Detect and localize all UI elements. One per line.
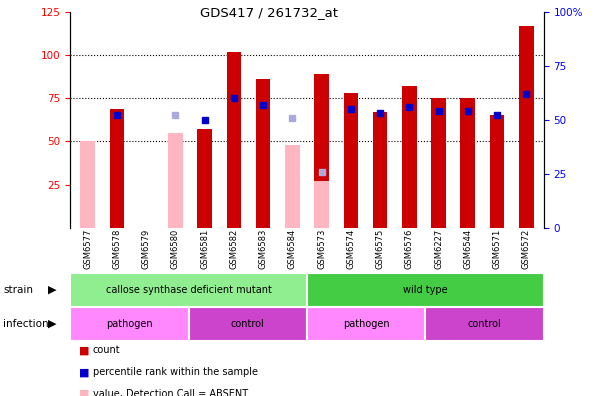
Text: control: control (231, 319, 265, 329)
Text: GSM6579: GSM6579 (142, 229, 151, 269)
Bar (425, 307, 544, 341)
Text: GSM6583: GSM6583 (258, 229, 268, 269)
Bar (307, 307, 425, 341)
Bar (402, 86, 417, 228)
Text: GSM6580: GSM6580 (171, 229, 180, 269)
Text: pathogen: pathogen (343, 319, 390, 329)
Bar (70, 273, 307, 307)
Text: wild type: wild type (403, 285, 448, 295)
Text: percentile rank within the sample: percentile rank within the sample (93, 367, 258, 377)
Text: infection: infection (3, 319, 49, 329)
Text: callose synthase deficient mutant: callose synthase deficient mutant (106, 285, 271, 295)
Bar (314, 74, 329, 228)
Text: GSM6578: GSM6578 (112, 229, 122, 269)
Text: GDS417 / 261732_at: GDS417 / 261732_at (200, 6, 338, 19)
Text: GSM6577: GSM6577 (83, 229, 92, 269)
Text: ■: ■ (79, 389, 90, 396)
Text: GSM6582: GSM6582 (230, 229, 238, 269)
Bar (256, 79, 271, 228)
Bar (197, 129, 212, 228)
Text: ▶: ▶ (48, 319, 56, 329)
Text: ■: ■ (79, 367, 90, 377)
Text: GSM6581: GSM6581 (200, 229, 209, 269)
Bar (519, 26, 533, 228)
Bar (307, 273, 544, 307)
Text: GSM6571: GSM6571 (492, 229, 502, 269)
Text: control: control (468, 319, 502, 329)
Text: ■: ■ (79, 345, 90, 356)
Text: GSM6576: GSM6576 (405, 229, 414, 269)
Bar (431, 98, 446, 228)
Text: GSM6227: GSM6227 (434, 229, 443, 269)
Text: GSM6572: GSM6572 (522, 229, 531, 269)
Bar (285, 145, 300, 228)
Text: GSM6544: GSM6544 (463, 229, 472, 269)
Bar (168, 133, 183, 228)
Text: strain: strain (3, 285, 33, 295)
Text: GSM6574: GSM6574 (346, 229, 356, 269)
Bar (343, 93, 358, 228)
Bar (314, 181, 329, 228)
Text: GSM6575: GSM6575 (376, 229, 384, 269)
Text: GSM6584: GSM6584 (288, 229, 297, 269)
Text: ▶: ▶ (48, 285, 56, 295)
Bar (189, 307, 307, 341)
Text: pathogen: pathogen (106, 319, 153, 329)
Bar (461, 98, 475, 228)
Bar (81, 141, 95, 228)
Bar (70, 307, 189, 341)
Text: GSM6573: GSM6573 (317, 229, 326, 269)
Bar (110, 109, 125, 228)
Text: value, Detection Call = ABSENT: value, Detection Call = ABSENT (93, 389, 248, 396)
Bar (227, 51, 241, 228)
Text: count: count (93, 345, 120, 356)
Bar (373, 112, 387, 228)
Bar (489, 116, 504, 228)
